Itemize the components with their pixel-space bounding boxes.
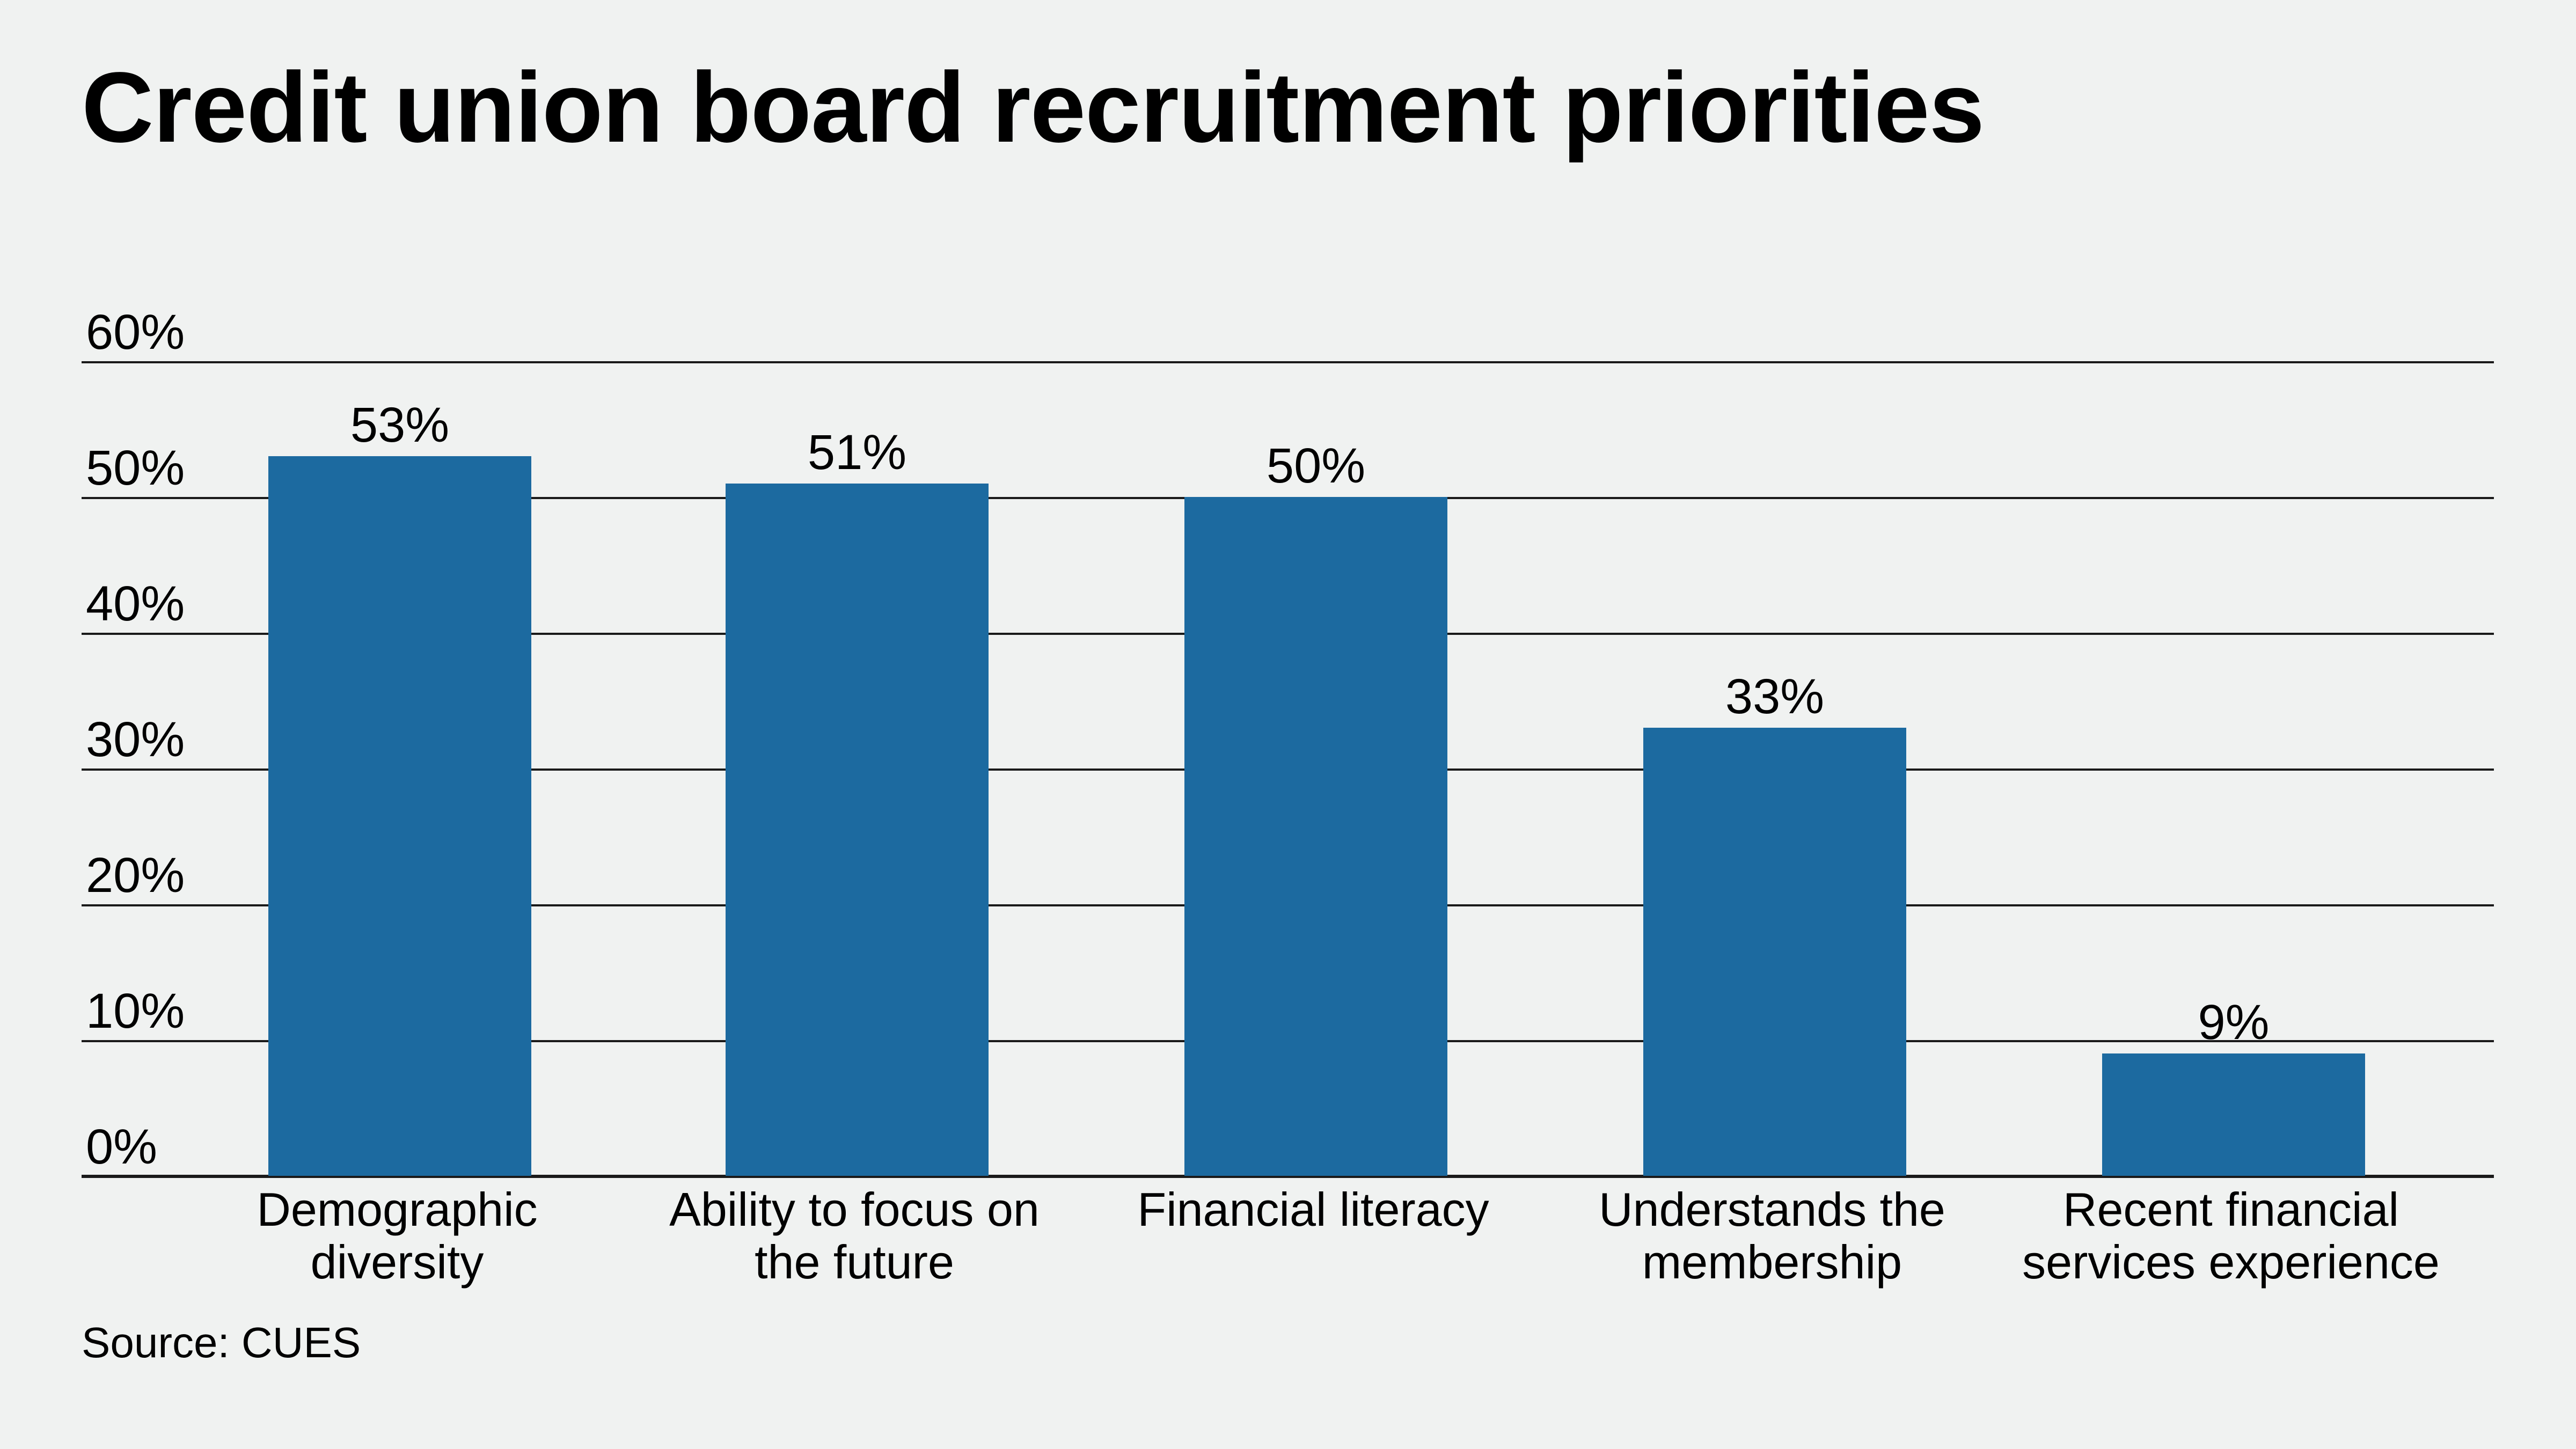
- bar-financial-literacy: [1184, 497, 1447, 1176]
- bar-ability-to-focus-on-future: [726, 484, 989, 1176]
- category-label: Ability to focus on the future: [613, 1183, 1096, 1289]
- category-line: diversity: [310, 1235, 484, 1289]
- y-tick-30: 30%: [86, 712, 185, 767]
- value-label: 53%: [350, 398, 450, 452]
- category-line: services experience: [2022, 1235, 2440, 1289]
- chart-title: Credit union board recruitment prioritie…: [82, 52, 1985, 163]
- y-tick-40: 40%: [86, 576, 185, 631]
- plot-area: 60% 50% 40% 30% 20% 10% 0% 53% 51% 50% 3…: [82, 308, 2494, 1178]
- category-line: Understands the: [1599, 1183, 1945, 1236]
- category-label: Financial literacy: [1072, 1183, 1555, 1236]
- y-tick-20: 20%: [86, 848, 185, 903]
- y-tick-60: 60%: [86, 305, 185, 360]
- category-line: Financial literacy: [1137, 1183, 1489, 1236]
- x-axis-baseline: [82, 1175, 2494, 1178]
- bar-understands-membership: [1643, 728, 1906, 1176]
- category-line: Recent financial: [2062, 1183, 2399, 1236]
- y-tick-0: 0%: [86, 1119, 157, 1174]
- category-line: membership: [1642, 1235, 1902, 1289]
- y-tick-10: 10%: [86, 984, 185, 1038]
- value-label: 51%: [807, 425, 907, 480]
- value-label: 33%: [1725, 669, 1825, 724]
- gridline-60: [82, 361, 2494, 363]
- source-note: Source: CUES: [82, 1319, 361, 1366]
- category-line: the future: [755, 1235, 954, 1289]
- category-line: Demographic: [257, 1183, 538, 1236]
- category-label: Demographic diversity: [156, 1183, 639, 1289]
- category-label: Recent financial services experience: [1989, 1183, 2472, 1289]
- bar-demographic-diversity: [268, 456, 531, 1176]
- bar-recent-financial-services-experience: [2102, 1053, 2365, 1176]
- value-label: 50%: [1266, 438, 1366, 493]
- category-line: Ability to focus on: [669, 1183, 1040, 1236]
- category-label: Understands the membership: [1531, 1183, 2014, 1289]
- y-tick-50: 50%: [86, 441, 185, 495]
- value-label: 9%: [2198, 995, 2270, 1050]
